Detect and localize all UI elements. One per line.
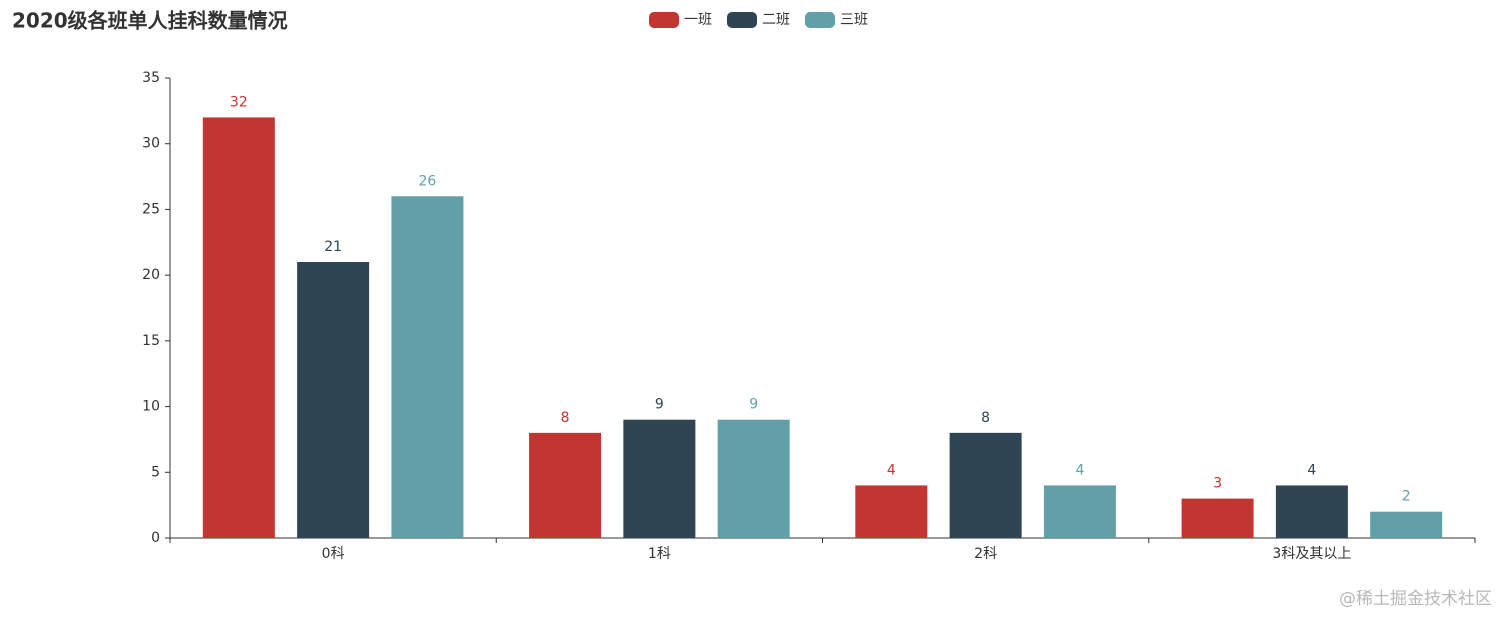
- legend-swatch: [727, 12, 757, 28]
- x-tick-label: 1科: [648, 546, 671, 562]
- legend-label: 三班: [840, 12, 868, 28]
- y-tick-label: 0: [151, 530, 160, 546]
- bar: [855, 485, 928, 538]
- y-tick-label: 15: [142, 333, 160, 349]
- data-label: 3: [1213, 476, 1222, 492]
- bar: [1370, 511, 1443, 538]
- data-label: 9: [655, 397, 664, 413]
- y-tick-label: 10: [142, 399, 160, 415]
- bar: [1043, 485, 1116, 538]
- watermark: @稀土掘金技术社区: [1339, 589, 1492, 609]
- y-tick-label: 30: [142, 136, 160, 152]
- legend-swatch: [805, 12, 835, 28]
- bar: [1181, 498, 1254, 538]
- data-label: 4: [887, 462, 896, 478]
- legend-label: 一班: [684, 12, 712, 28]
- legend-label: 二班: [762, 12, 790, 28]
- data-label: 21: [324, 239, 342, 255]
- x-tick-label: 3科及其以上: [1272, 546, 1351, 562]
- chart-title: 2020级各班单人挂科数量情况: [12, 9, 288, 33]
- data-label: 32: [230, 94, 248, 110]
- y-tick-label: 25: [142, 201, 160, 217]
- y-tick-label: 35: [142, 70, 160, 86]
- data-label: 4: [1307, 462, 1316, 478]
- bar: [1275, 485, 1348, 538]
- bar: [623, 419, 696, 538]
- bar: [717, 419, 790, 538]
- bar: [391, 196, 464, 539]
- data-label: 2: [1402, 489, 1411, 505]
- x-tick-label: 0科: [322, 546, 345, 562]
- bar: [297, 262, 370, 538]
- data-label: 26: [419, 173, 437, 189]
- data-label: 8: [561, 410, 570, 426]
- data-label: 8: [981, 410, 990, 426]
- legend-swatch: [649, 12, 679, 28]
- data-label: 9: [749, 397, 758, 413]
- bar: [202, 117, 275, 538]
- data-label: 4: [1075, 462, 1084, 478]
- bar: [529, 432, 602, 538]
- y-tick-label: 5: [151, 464, 160, 480]
- x-tick-label: 2科: [974, 546, 997, 562]
- bar: [949, 432, 1022, 538]
- y-tick-label: 20: [142, 267, 160, 283]
